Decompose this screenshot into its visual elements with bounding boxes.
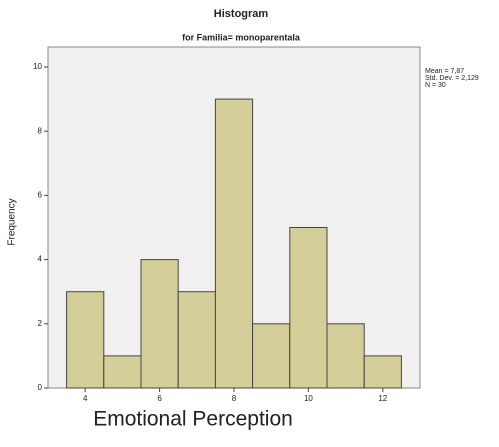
stat-annotation: N = 30: [425, 82, 446, 89]
stat-annotation: Std. Dev. = 2,129: [425, 75, 479, 82]
y-tick-label: 0: [38, 383, 43, 392]
y-tick-label: 4: [38, 255, 43, 264]
bar: [326, 323, 365, 389]
y-tick-label: 6: [38, 191, 43, 200]
chart-subtitle: for Familia= monoparentala: [182, 32, 301, 42]
x-tick-label: 10: [304, 394, 313, 403]
x-tick-label: 12: [378, 394, 387, 403]
bar: [140, 259, 179, 389]
bar: [66, 291, 105, 389]
x-axis-label: Emotional Perception: [93, 408, 293, 431]
y-tick-label: 10: [33, 62, 42, 71]
y-tick-label: 2: [38, 319, 43, 328]
x-tick-label: 8: [232, 394, 237, 403]
bar: [289, 227, 328, 389]
bar: [103, 355, 142, 389]
bar: [363, 355, 402, 389]
y-tick-label: 8: [38, 126, 43, 135]
stat-annotation: Mean = 7,87: [425, 68, 464, 75]
x-tick-label: 6: [157, 394, 162, 403]
bar: [214, 98, 254, 389]
bar: [252, 323, 291, 389]
bar: [177, 291, 216, 389]
x-tick-label: 4: [83, 394, 88, 403]
chart-title: Histogram: [214, 8, 269, 20]
y-axis-label: Frequency: [7, 198, 18, 245]
